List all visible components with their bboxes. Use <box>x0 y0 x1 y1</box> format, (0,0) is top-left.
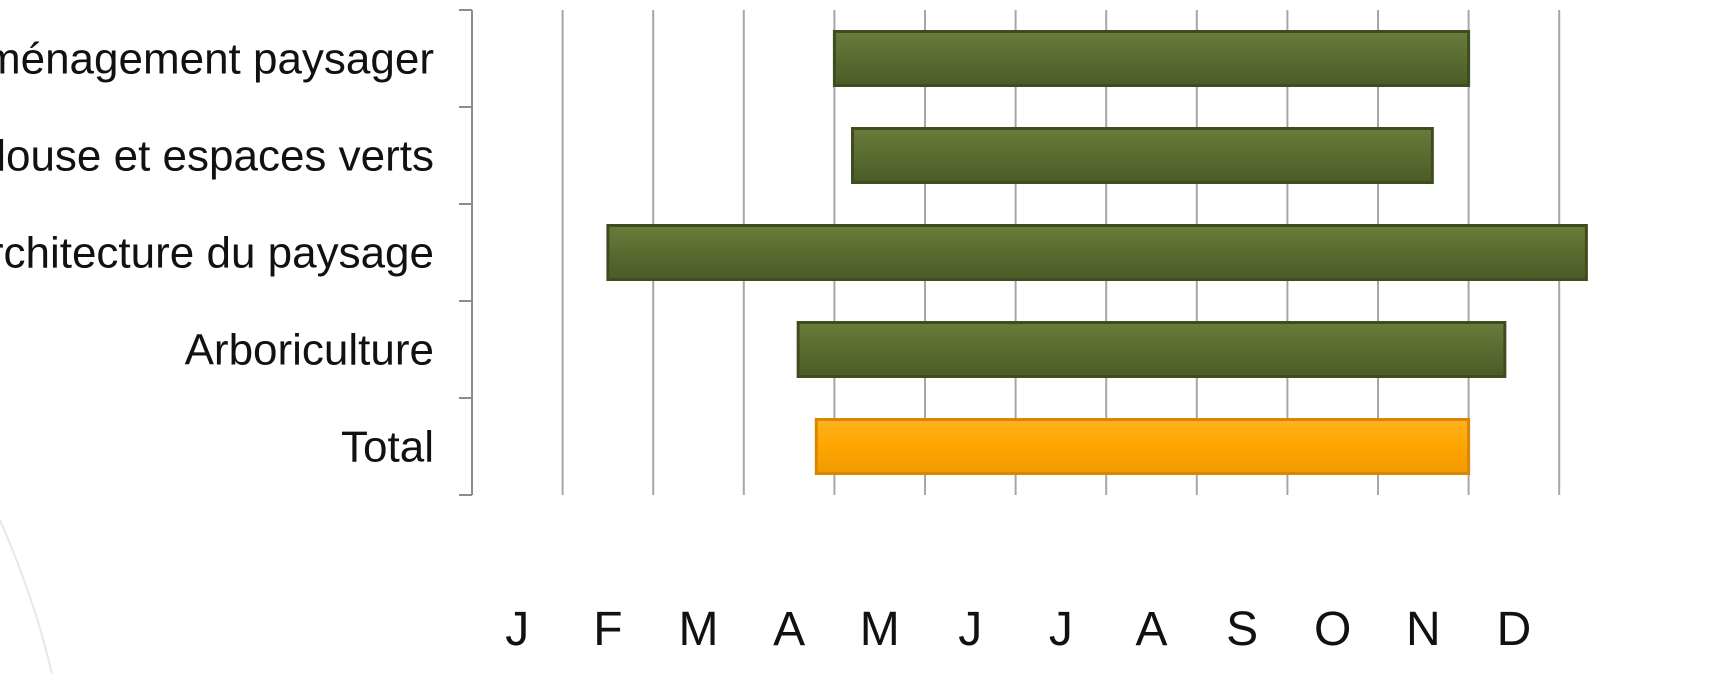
tick-label: O <box>1314 603 1351 656</box>
tick-label: A <box>1135 603 1167 656</box>
category-labels: Aménagement paysager Pelouse et espaces v… <box>0 35 434 472</box>
category-label: Pelouse et espaces verts <box>0 132 434 181</box>
bars <box>606 30 1588 475</box>
category-label: Arboriculture <box>185 326 434 375</box>
bar <box>851 127 1434 184</box>
bar <box>606 224 1588 281</box>
category-label: Architecture du paysage <box>0 229 434 278</box>
tick-label: J <box>958 603 982 656</box>
tick-label: M <box>679 603 719 656</box>
tick-label: S <box>1226 603 1258 656</box>
tick-label: D <box>1497 603 1532 656</box>
tick-label: J <box>505 603 529 656</box>
tick-label: J <box>1049 603 1073 656</box>
tick-label: N <box>1406 603 1441 656</box>
bar <box>832 30 1471 87</box>
tick-label: A <box>773 603 805 656</box>
tick-label: M <box>860 603 900 656</box>
category-label: Aménagement paysager <box>0 35 434 84</box>
bar-total <box>814 418 1471 475</box>
tick-label: F <box>593 603 622 656</box>
bar <box>796 321 1507 378</box>
category-axis <box>459 9 473 496</box>
decorative-curve <box>0 519 53 674</box>
category-label: Total <box>341 423 434 472</box>
